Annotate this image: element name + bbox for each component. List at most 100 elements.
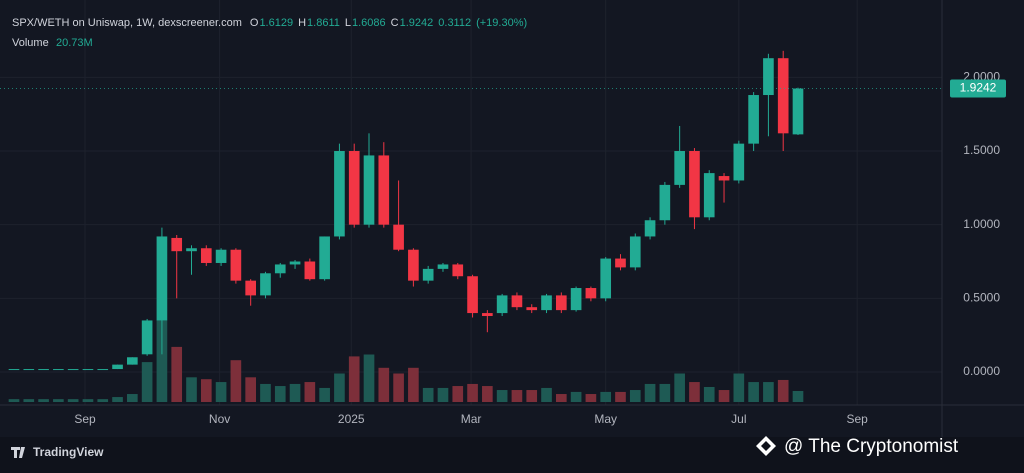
candle-body: [585, 288, 597, 299]
candle-body: [112, 364, 123, 370]
volume-bar: [777, 379, 789, 402]
watermark-logo: [756, 436, 776, 456]
candle-body: [378, 155, 390, 225]
volume-bar: [555, 394, 567, 402]
header-open: 1.6129: [259, 17, 293, 29]
volume-bar: [82, 399, 94, 402]
header-close: 1.9242: [400, 17, 434, 29]
candle-body: [186, 248, 197, 252]
x-tick-label: Mar: [461, 412, 482, 426]
volume-bar: [748, 382, 759, 402]
volume-bar: [67, 399, 79, 402]
volume-bar: [274, 386, 286, 402]
volume-bar: [437, 387, 449, 402]
header-change-pct: (+19.30%): [476, 17, 527, 29]
watermark: @ The Cryptonomist: [756, 436, 959, 457]
candle-body: [82, 369, 94, 371]
candle-body: [363, 155, 375, 225]
volume-bar: [615, 391, 626, 402]
volume-bar: [763, 382, 774, 402]
candle-body: [496, 295, 508, 314]
candle-body: [748, 95, 759, 144]
header-h-label: H: [298, 17, 306, 29]
volume-bar: [97, 399, 109, 402]
brand-name: TradingView: [33, 445, 104, 459]
candle-body: [230, 249, 242, 281]
candle-body: [200, 248, 212, 263]
volume-bar: [334, 373, 345, 402]
candle-body: [348, 151, 360, 225]
x-tick-label: Sep: [74, 412, 96, 426]
last-price-tag: [950, 79, 1006, 98]
candle-body: [689, 151, 700, 218]
candle-body: [8, 369, 20, 371]
brand-logo: [11, 447, 25, 458]
volume-bar: [23, 399, 35, 402]
candles: [8, 50, 804, 371]
volume-bar: [38, 399, 49, 402]
candle-body: [215, 249, 227, 263]
volume-bar: [703, 386, 715, 402]
x-tick-label: Jul: [731, 412, 746, 426]
candle-body: [570, 288, 582, 311]
ohlc-row: O1.6129 H1.8611 L1.6086 C1.9242 0.3112 (+19.3…: [250, 17, 527, 29]
header-change: 0.3112: [438, 17, 471, 29]
candle-body: [274, 264, 286, 274]
candle-body: [674, 151, 685, 185]
volume-bar: [112, 397, 123, 402]
volume-bar: [260, 383, 271, 402]
y-tick-label: 0.0000: [963, 364, 1000, 378]
candle-body: [600, 258, 612, 299]
volume-bar: [156, 320, 168, 402]
candle-body: [304, 261, 316, 280]
watermark-text: @ The Cryptonomist: [784, 436, 959, 457]
header-c-label: C: [391, 17, 399, 29]
candle-body: [319, 236, 330, 280]
volume-bar: [319, 387, 330, 402]
candle-body: [245, 280, 256, 296]
x-tick-label: Sep: [846, 412, 868, 426]
last-price-label: 1.9242: [960, 81, 997, 95]
candle-body: [156, 236, 168, 321]
volume-bar: [127, 394, 138, 402]
volume-value: 20.73M: [56, 37, 93, 49]
candle-body: [541, 295, 552, 311]
candle-body: [452, 264, 464, 277]
candle-body: [393, 224, 404, 250]
volume-bar: [585, 394, 597, 402]
y-tick-label: 1.5000: [963, 143, 1000, 157]
candle-body: [659, 184, 671, 221]
volume-bar: [393, 373, 404, 402]
candle-body: [408, 249, 419, 281]
header-low: 1.6086: [352, 17, 386, 29]
volume-bar: [200, 379, 212, 402]
candle-body: [615, 258, 626, 268]
volume-bar: [792, 390, 804, 402]
candle-body: [718, 176, 730, 181]
volume-bar: [629, 390, 641, 402]
candle-body: [97, 369, 109, 371]
candle-body: [555, 295, 567, 311]
volume-bar: [659, 383, 671, 402]
candle-body: [437, 264, 449, 269]
volume-bar: [378, 367, 390, 402]
volume-bar: [363, 354, 375, 402]
volume-bar: [348, 356, 360, 402]
candle-body: [526, 307, 538, 311]
candle-body: [23, 369, 35, 371]
volume-bar: [304, 382, 316, 402]
candle-body: [703, 173, 715, 218]
brand: TradingView: [11, 445, 104, 459]
candle-body: [792, 88, 804, 135]
volume-title: Volume: [12, 37, 49, 49]
volume-bar: [171, 346, 183, 402]
candle-body: [67, 369, 79, 371]
volume-bar: [570, 391, 582, 402]
candle-body: [467, 276, 478, 314]
volume-bar: [482, 386, 493, 402]
candle-body: [38, 369, 49, 371]
volume-bar: [526, 390, 538, 402]
volume-bar: [245, 377, 256, 402]
